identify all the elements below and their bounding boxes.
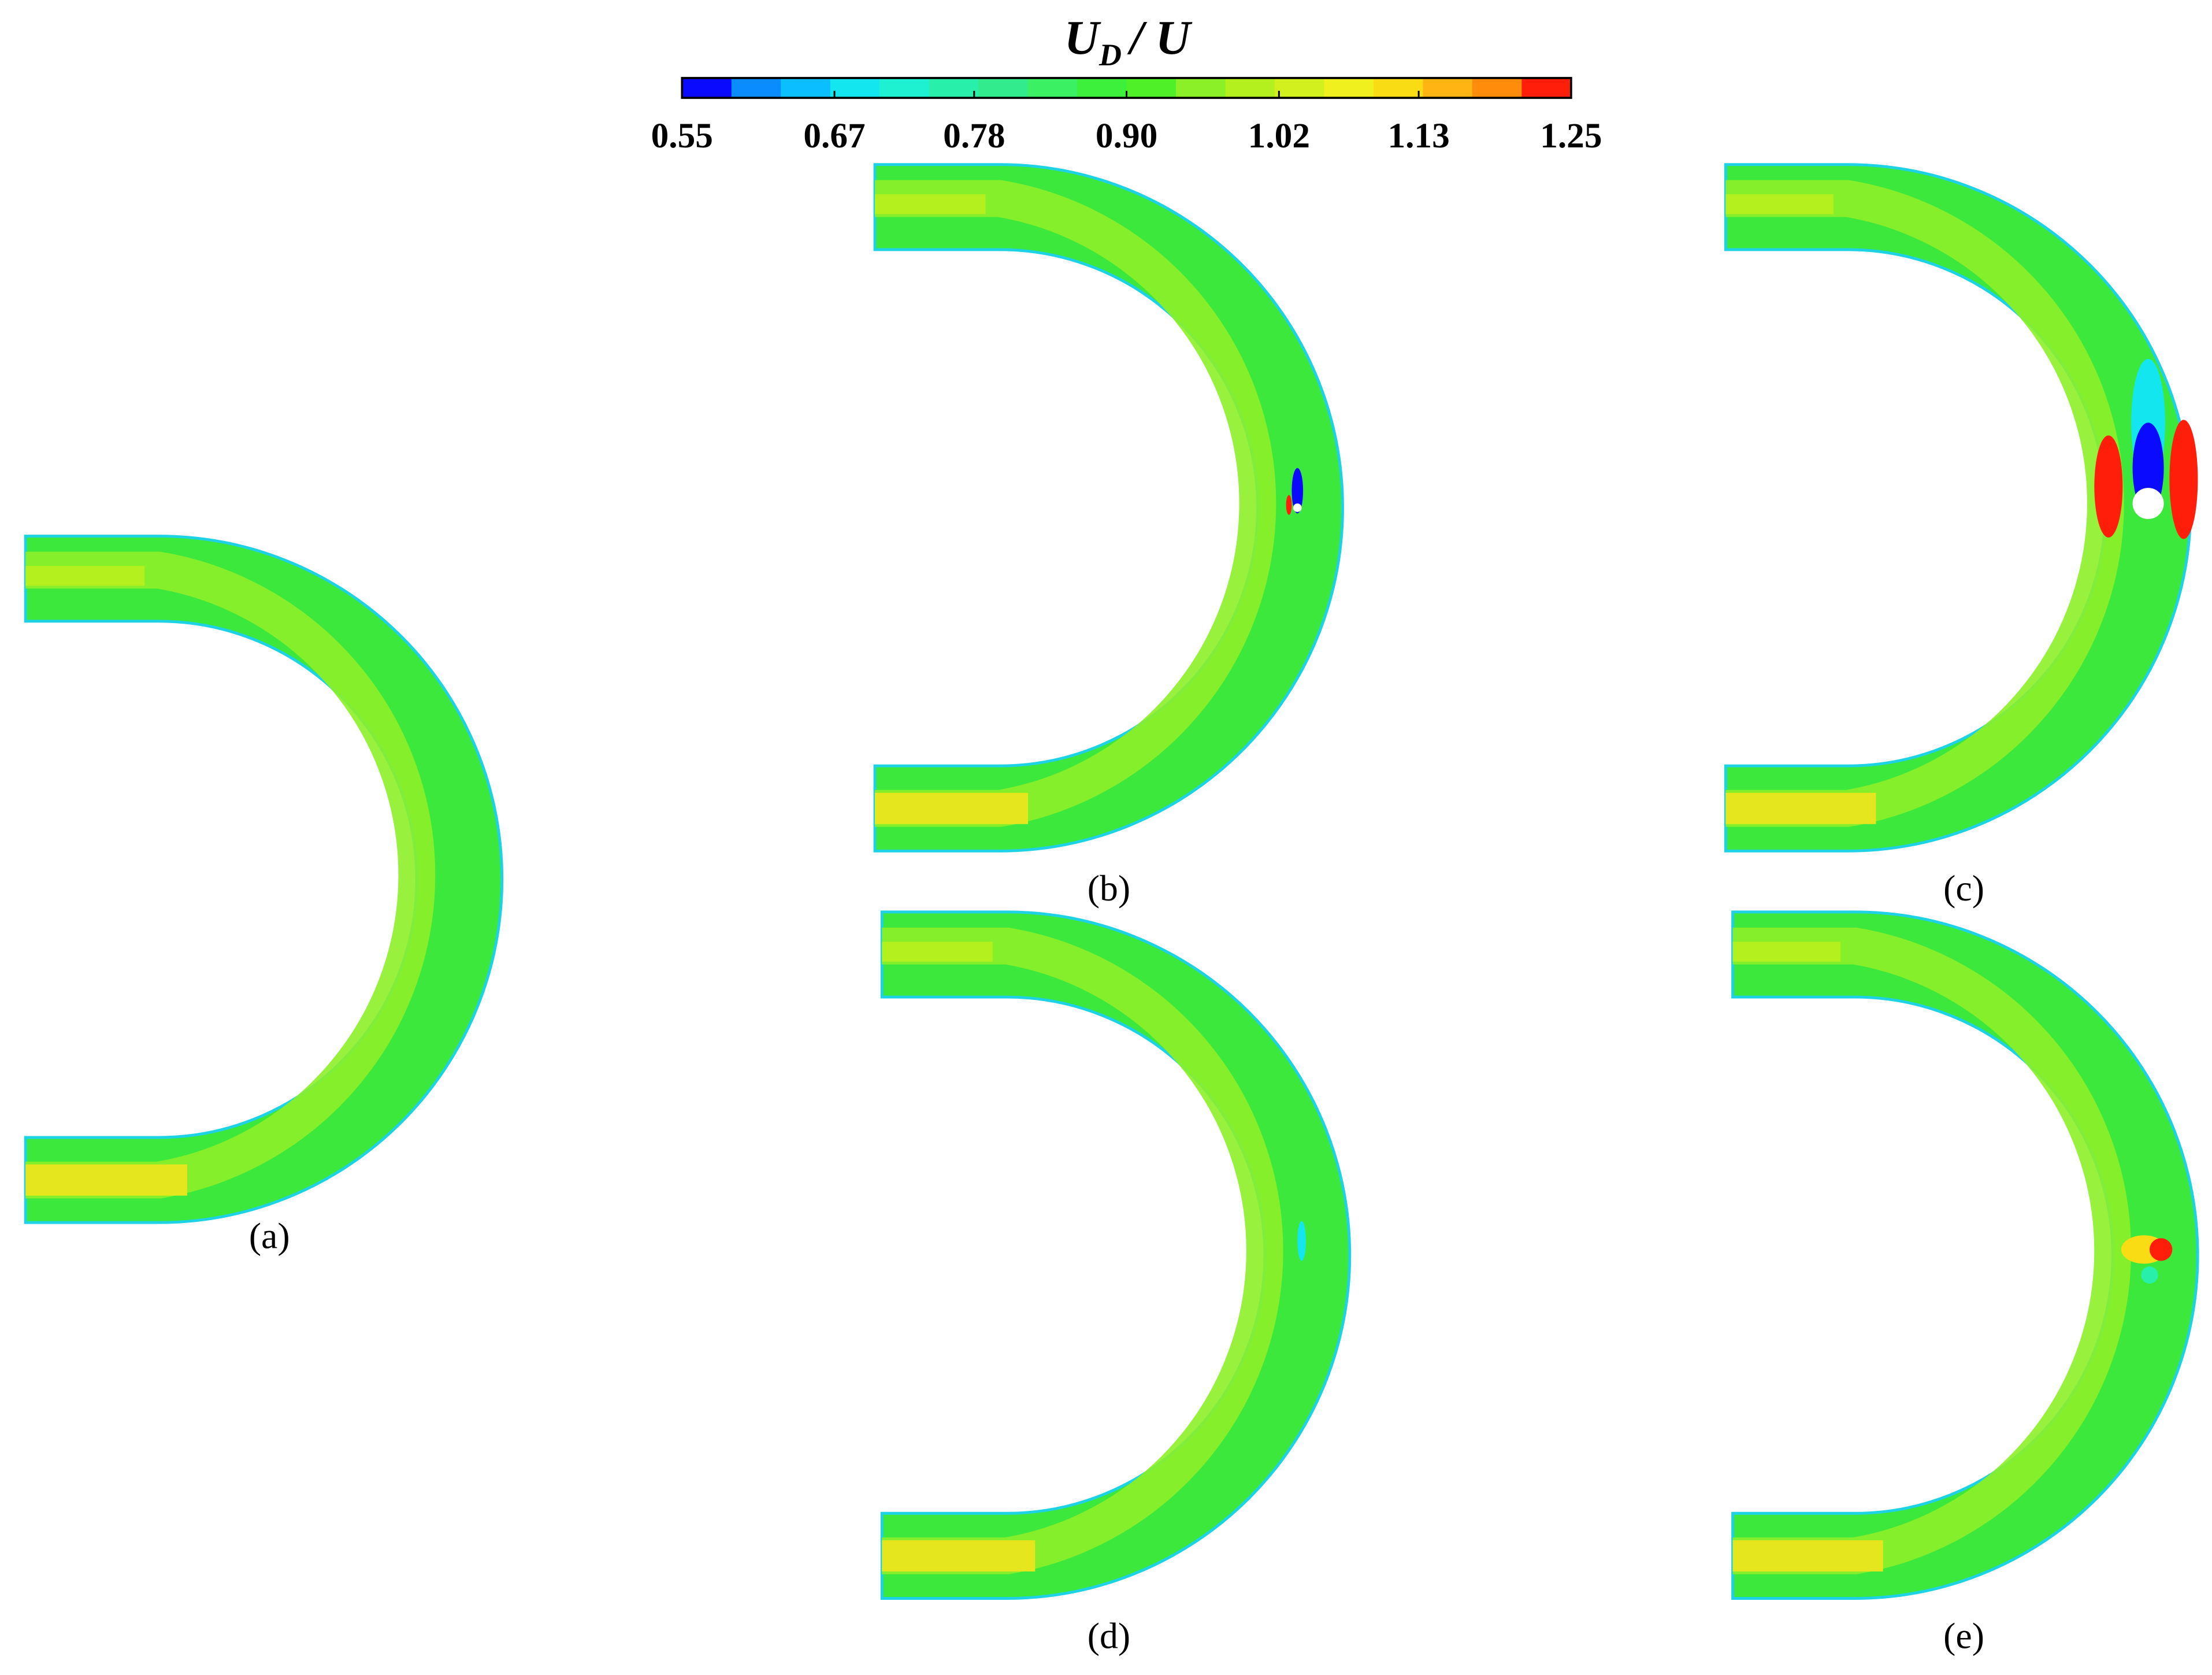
- pipe-core: [1732, 927, 2132, 1574]
- colorbar-segment: [1423, 77, 1473, 98]
- wake-red-left: [2094, 435, 2123, 538]
- colorbar-title: UD / U: [1064, 12, 1193, 72]
- wake-cyan: [1297, 1221, 1306, 1261]
- wake-red-right: [2169, 420, 2198, 539]
- colorbar-tick-label: 0.55: [651, 116, 713, 155]
- colorbar-segment: [1521, 77, 1572, 98]
- colorbar-tick-label: 0.90: [1096, 116, 1157, 155]
- colorbar-tick-label: 0.78: [943, 116, 1005, 155]
- wake-red: [1286, 495, 1292, 515]
- pipe-core: [882, 927, 1283, 1574]
- contour-panel: (b): [873, 163, 1345, 909]
- contour-panel: (e): [1731, 910, 2199, 1656]
- pipe-core: [25, 551, 436, 1199]
- contour-panel: (a): [24, 535, 504, 1256]
- colorbar-segment: [682, 77, 732, 98]
- title-rest: / U: [1127, 12, 1193, 65]
- colorbar-segment: [929, 77, 979, 98]
- colorbar-tick-label: 1.02: [1248, 116, 1310, 155]
- colorbar-segment: [1373, 77, 1424, 98]
- colorbar-segment: [1472, 77, 1523, 98]
- colorbar-segment: [978, 77, 1029, 98]
- wake-red: [2150, 1238, 2173, 1261]
- colorbar-tick-label: 0.67: [803, 116, 865, 155]
- colorbar-tick-label: 1.25: [1540, 116, 1602, 155]
- contour-panel: (c): [1724, 163, 2198, 909]
- colorbar-segment: [1027, 77, 1078, 98]
- colorbar-segment: [1176, 77, 1226, 98]
- panel-label: (a): [249, 1215, 290, 1256]
- panel-label: (d): [1088, 1615, 1130, 1656]
- colorbar-segment: [830, 77, 880, 98]
- panel-label: (b): [1088, 868, 1130, 909]
- colorbar-tick-label: 1.13: [1387, 116, 1449, 155]
- colorbar-segment: [1077, 77, 1127, 98]
- colorbar-segment: [1126, 77, 1176, 98]
- panel-label: (c): [1943, 868, 1984, 909]
- wake-green: [2141, 1266, 2158, 1284]
- colorbar-segment: [1324, 77, 1374, 98]
- title-sub: D: [1098, 38, 1122, 72]
- colorbar-segment: [1225, 77, 1275, 98]
- colorbar-segment: [731, 77, 781, 98]
- pipe-core: [875, 180, 1276, 827]
- colorbar-segment: [879, 77, 930, 98]
- panel-label: (e): [1943, 1615, 1984, 1656]
- wake-blue: [1291, 468, 1304, 514]
- colorbar-segment: [781, 77, 831, 98]
- colorbar-segment: [1275, 77, 1325, 98]
- cylinder: [2132, 488, 2164, 520]
- title-main: U: [1064, 12, 1101, 65]
- cylinder: [1293, 503, 1302, 512]
- contour-panel: (d): [880, 910, 1352, 1656]
